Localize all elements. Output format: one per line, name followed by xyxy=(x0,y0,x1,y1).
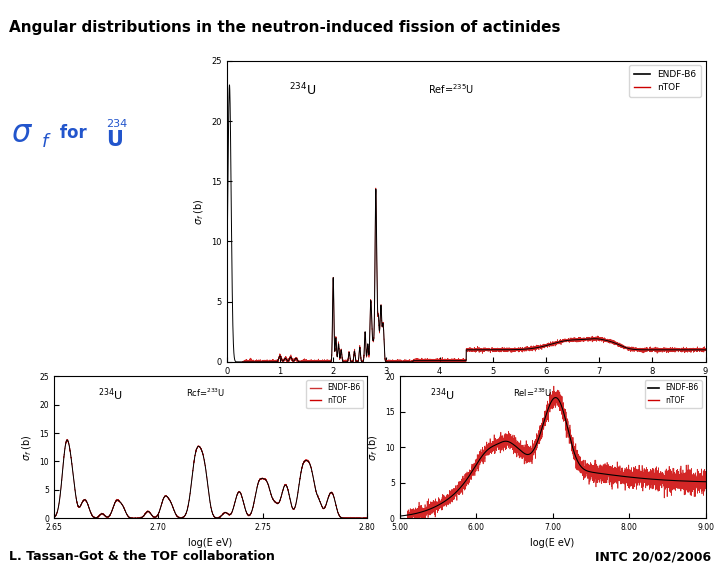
Text: Rel=$^{238}$U: Rel=$^{238}$U xyxy=(513,386,552,399)
Text: 234: 234 xyxy=(107,119,128,130)
Text: L. Tassan-Got & the TOF collaboration: L. Tassan-Got & the TOF collaboration xyxy=(9,550,274,563)
Y-axis label: $\sigma_f$ (b): $\sigma_f$ (b) xyxy=(366,434,379,461)
Y-axis label: $\sigma_f$ (b): $\sigma_f$ (b) xyxy=(20,434,34,461)
Text: Angular distributions in the neutron-induced fission of actinides: Angular distributions in the neutron-ind… xyxy=(9,20,560,35)
Text: Ref=$^{235}$U: Ref=$^{235}$U xyxy=(428,82,474,96)
X-axis label: log(E eV): log(E eV) xyxy=(189,538,233,548)
Text: $^{234}$U: $^{234}$U xyxy=(431,386,454,403)
Text: $^{234}$U: $^{234}$U xyxy=(289,82,316,98)
Legend: ENDF-B6, nTOF: ENDF-B6, nTOF xyxy=(645,380,702,408)
Text: f: f xyxy=(42,133,48,151)
Y-axis label: $\sigma_f$ (b): $\sigma_f$ (b) xyxy=(192,198,206,225)
Text: Rcf=$^{233}$U: Rcf=$^{233}$U xyxy=(186,386,225,399)
Text: for: for xyxy=(54,124,92,142)
X-axis label: log(E eV): log(E eV) xyxy=(444,382,488,391)
Legend: ENDF-B6, nTOF: ENDF-B6, nTOF xyxy=(307,380,364,408)
Legend: ENDF-B6, nTOF: ENDF-B6, nTOF xyxy=(629,65,701,97)
Text: U: U xyxy=(107,130,123,150)
Text: INTC 20/02/2006: INTC 20/02/2006 xyxy=(595,550,711,563)
Text: σ: σ xyxy=(11,119,30,148)
Text: $^{234}$U: $^{234}$U xyxy=(98,386,122,403)
X-axis label: log(E eV): log(E eV) xyxy=(531,538,575,548)
